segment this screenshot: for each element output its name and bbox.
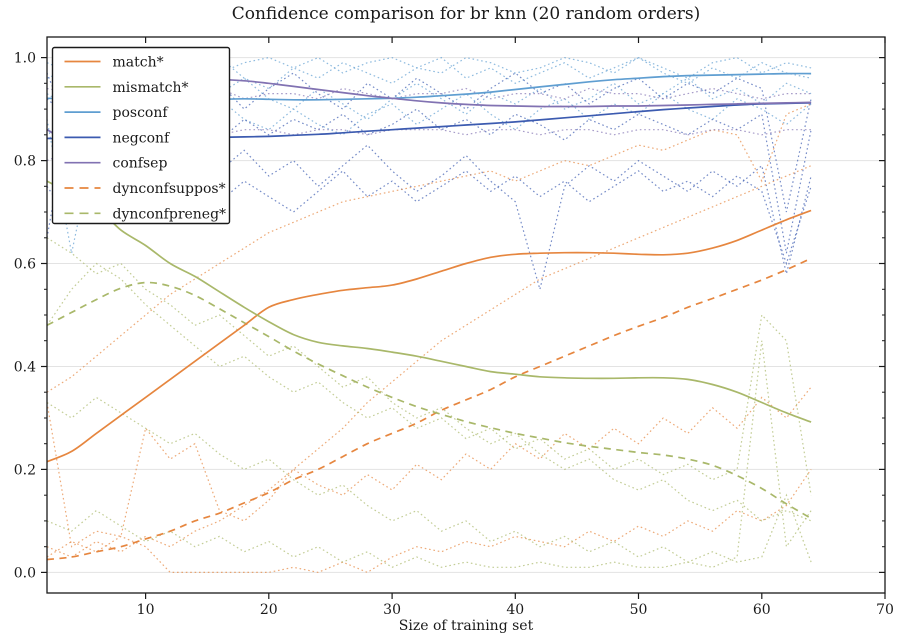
run-line-0 [46,56,812,79]
x-tick-label: 10 [137,602,155,618]
run-line-1 [46,77,812,121]
y-tick-label: 0.4 [14,360,36,376]
axis-ticks: 10 20 30 40 50 60 70 0.0 0.2 0.4 0.6 0.8 1.0 [14,37,894,618]
y-tick-label: 0.8 [14,154,36,170]
run-line-16 [46,87,812,100]
series-mismatch-line [46,180,812,423]
legend: match* mismatch* posconf negconf confsep dync… [51,46,231,225]
x-tick-label: 40 [506,602,524,618]
run-line-3 [46,56,812,90]
x-tick-label: 70 [876,602,894,618]
run-line-11 [46,165,812,558]
x-tick-label: 50 [630,602,648,618]
x-tick-label: 60 [753,602,771,618]
y-tick-label: 0.2 [14,462,36,478]
y-tick-label: 0.0 [14,565,36,581]
legend-label-posconf: posconf [113,105,170,121]
legend-box [51,46,231,225]
run-line-15 [46,340,812,568]
chart-title: Confidence comparison for br knn (20 ran… [231,4,701,24]
run-line-14 [46,396,812,563]
legend-label-dynconfpreneg: dynconfpreneg* [113,206,227,222]
x-tick-label: 20 [260,602,278,618]
x-axis-label: Size of training set [398,618,534,634]
run-line-8 [46,469,812,574]
y-tick-label: 0.6 [14,257,36,273]
legend-label-dynconfsuppos: dynconfsuppos* [113,181,226,197]
x-tick-label: 30 [383,602,401,618]
run-line-13 [46,262,812,496]
run-line-17 [46,129,812,162]
legend-label-match: match* [113,55,164,71]
series-match-line [46,209,812,463]
legend-label-mismatch: mismatch* [113,80,189,96]
legend-label-confsep: confsep [113,156,168,172]
legend-label-negconf: negconf [113,130,172,146]
y-tick-label: 1.0 [14,51,36,67]
run-line-12 [46,237,812,522]
series-dynconfsuppos-line [46,257,812,561]
